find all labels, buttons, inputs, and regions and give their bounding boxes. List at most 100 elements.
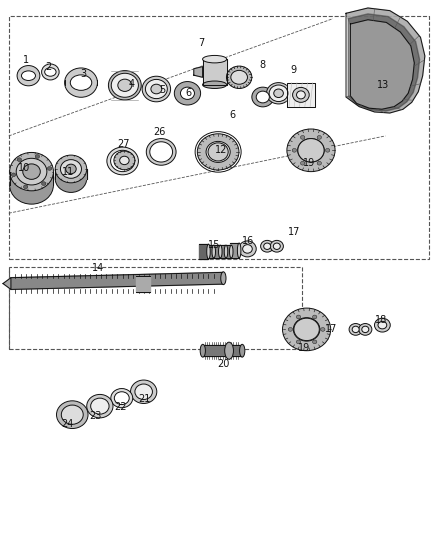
Ellipse shape xyxy=(151,84,162,94)
Text: 3: 3 xyxy=(80,69,86,78)
Polygon shape xyxy=(230,243,239,258)
Ellipse shape xyxy=(362,326,369,333)
Polygon shape xyxy=(199,244,208,259)
Ellipse shape xyxy=(107,147,138,175)
Ellipse shape xyxy=(300,135,305,139)
Ellipse shape xyxy=(296,340,300,344)
Ellipse shape xyxy=(225,342,233,359)
Ellipse shape xyxy=(174,82,201,105)
Text: 16: 16 xyxy=(242,236,254,246)
Ellipse shape xyxy=(239,241,256,257)
Ellipse shape xyxy=(10,166,53,204)
Ellipse shape xyxy=(374,318,390,332)
Ellipse shape xyxy=(135,384,152,400)
Ellipse shape xyxy=(142,76,170,102)
Ellipse shape xyxy=(91,398,109,414)
Text: 14: 14 xyxy=(92,263,105,273)
Ellipse shape xyxy=(293,87,309,102)
Ellipse shape xyxy=(312,315,317,319)
Ellipse shape xyxy=(180,87,194,100)
Ellipse shape xyxy=(359,324,372,335)
Ellipse shape xyxy=(283,308,331,351)
Ellipse shape xyxy=(224,245,228,258)
Polygon shape xyxy=(55,169,87,179)
Ellipse shape xyxy=(150,142,173,162)
Ellipse shape xyxy=(70,75,92,90)
Text: 15: 15 xyxy=(208,240,220,250)
Text: 1: 1 xyxy=(23,55,29,64)
Ellipse shape xyxy=(61,405,83,424)
Text: 10: 10 xyxy=(18,163,30,173)
Ellipse shape xyxy=(108,70,141,100)
Text: 18: 18 xyxy=(375,315,387,325)
Ellipse shape xyxy=(237,243,241,258)
Ellipse shape xyxy=(42,64,59,80)
Text: 19: 19 xyxy=(303,158,315,167)
Ellipse shape xyxy=(202,81,227,88)
Text: 24: 24 xyxy=(62,419,74,429)
Ellipse shape xyxy=(131,380,157,403)
Ellipse shape xyxy=(197,134,239,170)
Ellipse shape xyxy=(269,85,288,102)
Ellipse shape xyxy=(24,185,28,189)
Polygon shape xyxy=(11,272,223,289)
Polygon shape xyxy=(224,245,231,258)
Ellipse shape xyxy=(252,87,274,107)
Ellipse shape xyxy=(221,272,226,285)
Polygon shape xyxy=(348,14,420,111)
Ellipse shape xyxy=(21,71,35,80)
Text: 2: 2 xyxy=(45,62,51,71)
Ellipse shape xyxy=(273,243,280,249)
Ellipse shape xyxy=(110,150,135,172)
Text: 17: 17 xyxy=(288,227,300,237)
Ellipse shape xyxy=(298,139,324,162)
Polygon shape xyxy=(207,245,214,258)
Text: 20: 20 xyxy=(217,359,230,368)
Text: 17: 17 xyxy=(325,325,337,334)
Ellipse shape xyxy=(202,55,227,63)
Ellipse shape xyxy=(87,394,113,418)
Text: 11: 11 xyxy=(62,167,74,176)
Ellipse shape xyxy=(111,74,138,98)
Ellipse shape xyxy=(207,244,210,259)
Ellipse shape xyxy=(55,155,87,183)
Ellipse shape xyxy=(120,156,129,165)
Ellipse shape xyxy=(293,318,320,341)
Ellipse shape xyxy=(294,318,319,341)
Text: 19: 19 xyxy=(298,343,311,352)
Text: 23: 23 xyxy=(89,411,102,421)
Ellipse shape xyxy=(292,149,297,152)
Text: 22: 22 xyxy=(115,402,127,411)
Text: 5: 5 xyxy=(159,85,165,94)
Polygon shape xyxy=(136,276,150,292)
Ellipse shape xyxy=(35,155,39,158)
Ellipse shape xyxy=(55,165,87,192)
Ellipse shape xyxy=(200,344,205,357)
Ellipse shape xyxy=(349,324,362,335)
Ellipse shape xyxy=(378,321,387,329)
Ellipse shape xyxy=(264,243,271,249)
Text: 26: 26 xyxy=(154,127,166,136)
Ellipse shape xyxy=(114,392,129,405)
Ellipse shape xyxy=(145,79,167,99)
Text: 6: 6 xyxy=(229,110,235,119)
Ellipse shape xyxy=(65,68,97,98)
Polygon shape xyxy=(219,245,226,258)
Ellipse shape xyxy=(300,161,305,165)
Ellipse shape xyxy=(296,315,300,319)
Text: 6: 6 xyxy=(185,88,191,98)
Ellipse shape xyxy=(240,344,245,357)
Text: 4: 4 xyxy=(128,79,134,89)
Ellipse shape xyxy=(114,151,135,170)
Ellipse shape xyxy=(287,129,335,172)
Ellipse shape xyxy=(231,70,247,84)
Ellipse shape xyxy=(288,327,293,331)
Ellipse shape xyxy=(146,139,176,165)
Ellipse shape xyxy=(261,240,274,252)
Ellipse shape xyxy=(243,245,252,253)
Polygon shape xyxy=(203,345,242,356)
Ellipse shape xyxy=(352,326,359,333)
Polygon shape xyxy=(287,83,315,107)
Polygon shape xyxy=(3,278,11,289)
Polygon shape xyxy=(194,67,202,77)
